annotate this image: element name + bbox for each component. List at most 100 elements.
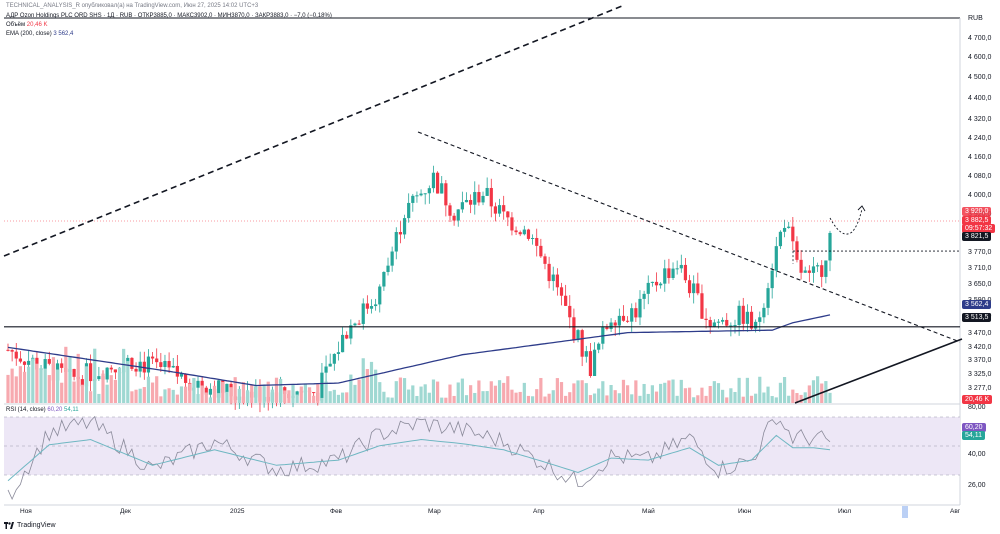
volume-bar — [171, 389, 175, 403]
rsi-axis-label: 80,00 — [968, 404, 986, 411]
support-badge: 3 513,5 — [962, 313, 992, 322]
candle-body — [522, 229, 526, 235]
candle-body — [336, 352, 341, 354]
candle-body — [43, 359, 47, 369]
volume-bar — [497, 380, 502, 403]
candle-body — [159, 362, 163, 368]
volume-bar — [444, 397, 448, 403]
volume-bar — [369, 361, 374, 403]
candle-body — [184, 373, 188, 383]
volume-bar — [791, 389, 795, 403]
volume-bar — [435, 381, 440, 403]
candle-body — [134, 368, 138, 372]
price-axis-label: 3 325,0 — [968, 371, 992, 378]
volume-bar — [76, 353, 80, 403]
volume-bar — [440, 397, 444, 403]
volume-bar — [386, 397, 390, 403]
volume-bar — [394, 381, 398, 403]
time-axis-label: Июн — [738, 508, 752, 515]
candle-body — [630, 308, 634, 322]
candle-body — [502, 205, 506, 212]
candle-body — [824, 260, 828, 277]
candle-body — [489, 187, 493, 207]
volume-bar — [188, 383, 192, 403]
currency-label: RUB — [968, 15, 983, 22]
price-axis-label: 3 770,0 — [968, 249, 992, 256]
volume-bar — [163, 389, 167, 403]
volume-bar — [576, 380, 580, 403]
volume-bar — [617, 393, 621, 403]
volume-bar — [518, 391, 522, 403]
candle-body — [6, 349, 10, 351]
volume-bar — [340, 392, 345, 403]
candle-body — [369, 306, 374, 309]
rsi-ma-line — [7, 434, 831, 482]
candle-body — [526, 229, 531, 239]
time-axis-label: Апр — [533, 508, 545, 515]
volume-bar — [237, 388, 241, 403]
volume-bar — [398, 377, 403, 403]
volume-bar — [423, 384, 427, 403]
volume-bar — [530, 396, 535, 403]
volume-bar — [663, 382, 667, 403]
candle-body — [609, 322, 613, 330]
candle-body — [374, 304, 378, 307]
candle-body — [799, 259, 803, 273]
volume-bar — [134, 389, 138, 403]
volume-bar — [762, 392, 766, 403]
volume-bar — [184, 386, 188, 403]
volume-bar — [584, 383, 588, 403]
volume-bar — [146, 376, 151, 403]
candle-body — [749, 311, 754, 329]
candle-body — [35, 357, 39, 370]
candle-body — [295, 391, 299, 396]
volume-bar — [473, 392, 477, 403]
rsi-axis-label: 40,00 — [968, 451, 986, 458]
candle-body — [700, 293, 704, 319]
volume-bar — [378, 382, 382, 403]
volume-bar — [374, 369, 378, 403]
candle-body — [551, 274, 555, 282]
volume-bar — [555, 378, 559, 403]
volume-badge: 20,46 K — [962, 395, 993, 404]
candle-body — [778, 231, 783, 247]
volume-bar — [258, 384, 262, 403]
candle-body — [109, 367, 113, 370]
volume-bar — [725, 397, 729, 403]
price-axis-label: 3 650,0 — [968, 281, 992, 288]
candle-body — [795, 241, 799, 260]
volume-bar — [179, 386, 184, 403]
volume-bar — [469, 385, 473, 403]
volume-bar — [291, 384, 295, 403]
volume-bar — [592, 393, 597, 403]
candle-body — [340, 334, 345, 353]
candle-body — [171, 365, 175, 368]
candle-body — [572, 317, 576, 340]
projection-arrow-icon — [857, 205, 866, 212]
candle-body — [72, 368, 76, 377]
volume-bar — [361, 358, 365, 403]
candle-body — [126, 357, 130, 364]
candle-body — [791, 226, 795, 242]
tradingview-brand[interactable]: TradingView — [4, 522, 56, 529]
candle-body — [576, 330, 580, 340]
candle-body — [394, 231, 398, 252]
candle-body — [506, 211, 510, 218]
candle-body — [605, 327, 609, 330]
volume-bar — [782, 377, 787, 403]
volume-bar — [770, 396, 774, 403]
volume-bar — [60, 382, 64, 403]
candle-body — [456, 209, 460, 221]
volume-bar — [55, 369, 60, 403]
candle-body — [80, 379, 84, 387]
volume-bar — [411, 385, 415, 403]
ema-badge: 3 562,4 — [962, 300, 992, 309]
candle-body — [696, 283, 700, 294]
volume-bar — [142, 387, 146, 403]
candle-body — [782, 227, 787, 232]
volume-bar — [192, 378, 196, 403]
volume-bar — [80, 384, 84, 403]
volume-bar — [630, 394, 634, 403]
volume-bar — [307, 387, 312, 403]
